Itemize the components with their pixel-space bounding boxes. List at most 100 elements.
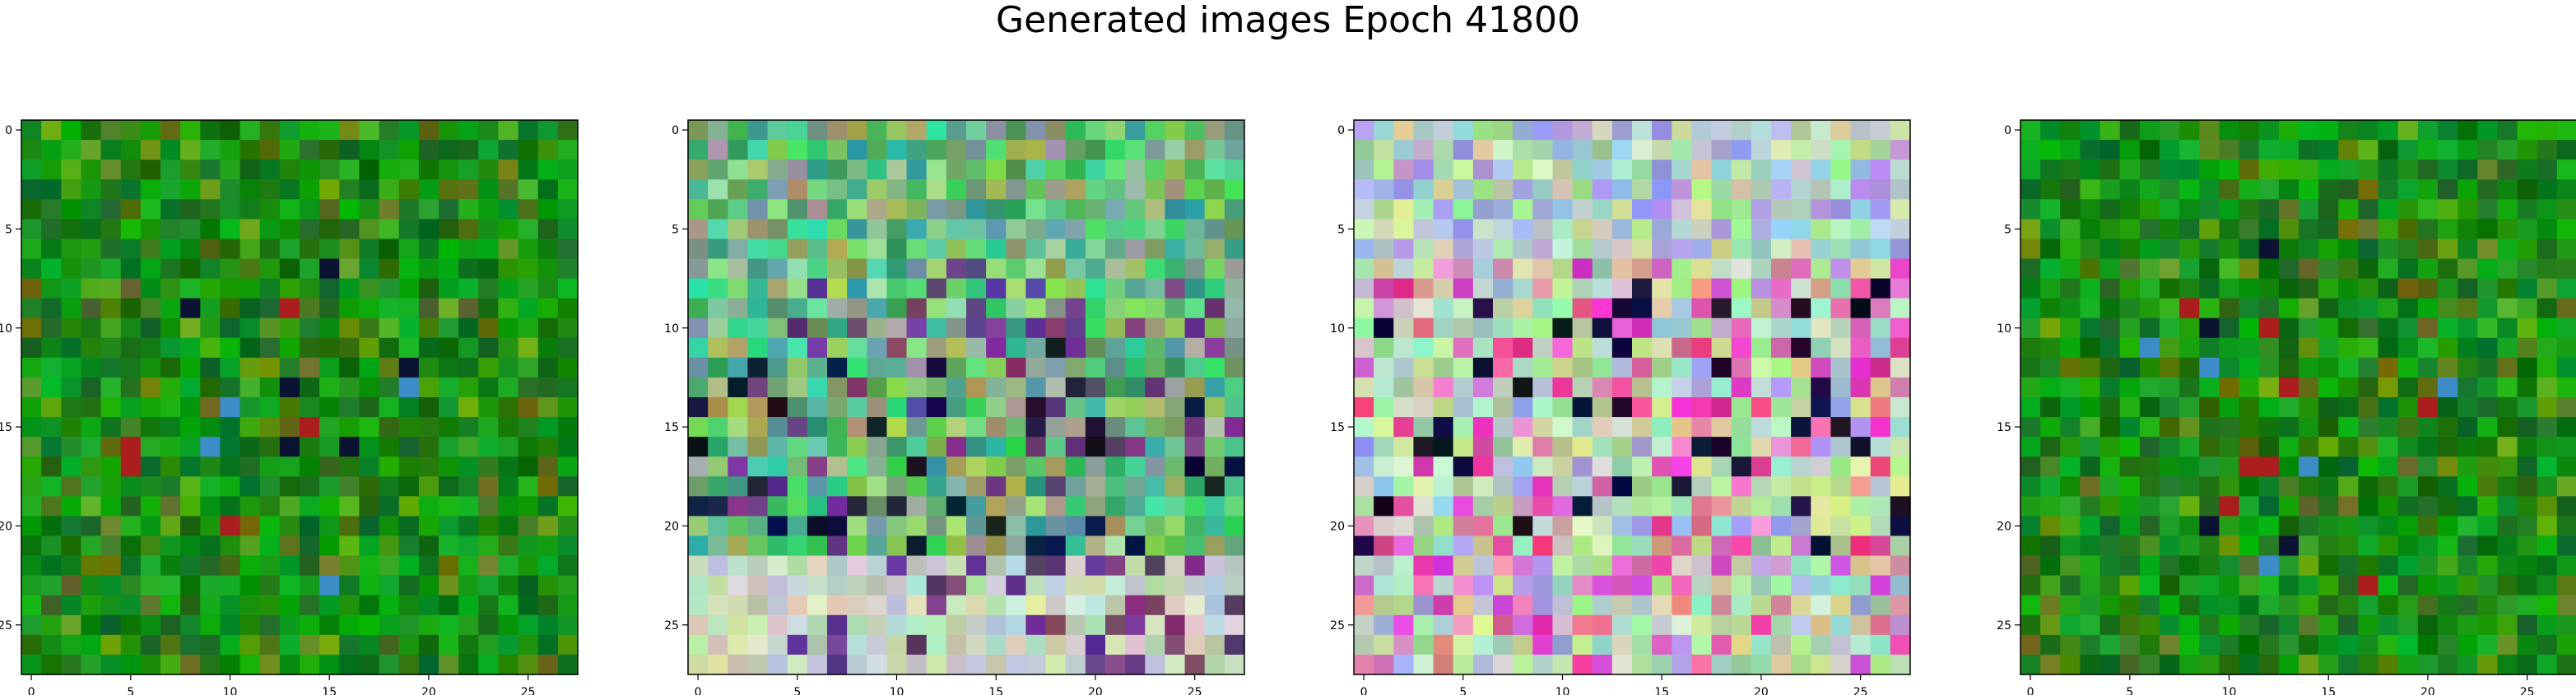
pixel-cell — [41, 160, 62, 180]
pixel-cell — [2060, 140, 2081, 160]
pixel-cell — [439, 575, 459, 596]
pixel-cell — [1453, 535, 1474, 557]
pixel-cell — [1771, 258, 1792, 280]
pixel-cell — [1771, 239, 1792, 260]
pixel-cell — [1552, 476, 1574, 497]
pixel-cell — [279, 476, 300, 497]
pixel-cell — [2397, 337, 2419, 359]
pixel-cell — [120, 456, 142, 477]
pixel-cell — [2517, 535, 2538, 557]
pixel-cell — [1850, 397, 1872, 418]
pixel-cell — [537, 535, 559, 557]
pixel-cell — [1453, 258, 1474, 280]
pixel-cell — [239, 160, 261, 180]
pixel-cell — [200, 357, 221, 378]
pixel-cell — [906, 239, 928, 260]
pixel-cell — [1045, 317, 1067, 339]
pixel-cell — [2517, 496, 2538, 517]
pixel-cell — [61, 535, 82, 557]
pixel-cell — [1890, 179, 1911, 200]
pixel-cell — [2179, 634, 2200, 656]
pixel-cell — [946, 456, 967, 477]
pixel-cell — [21, 317, 42, 339]
pixel-cell — [688, 614, 709, 636]
pixel-cell — [2378, 555, 2399, 577]
pixel-cell — [2239, 179, 2260, 200]
pixel-cell — [2080, 179, 2101, 200]
pixel-cell — [728, 160, 749, 180]
pixel-cell — [1890, 634, 1911, 656]
pixel-cell — [1652, 298, 1672, 319]
pixel-cell — [2060, 377, 2081, 398]
pixel-cell — [259, 575, 281, 596]
pixel-cell — [140, 437, 161, 457]
pixel-cell — [1691, 516, 1713, 537]
pixel-cell — [708, 654, 728, 675]
pixel-cell — [2199, 160, 2220, 180]
pixel-cell — [1890, 496, 1911, 517]
pixel-cell — [2139, 377, 2160, 398]
pixel-cell — [220, 377, 241, 398]
pixel-cell — [926, 654, 947, 675]
pixel-cell — [2517, 614, 2538, 636]
pixel-cell — [926, 417, 947, 438]
pixel-cell — [1065, 278, 1086, 299]
pixel-cell — [886, 140, 908, 160]
pixel-cell — [1184, 219, 1206, 240]
pixel-cell — [2258, 199, 2280, 220]
pixel-cell — [498, 496, 519, 517]
pixel-cell — [2020, 298, 2041, 319]
pixel-cell — [728, 317, 749, 339]
pixel-cell — [180, 654, 201, 675]
pixel-cell — [2318, 377, 2339, 398]
pixel-cell — [2378, 496, 2399, 517]
pixel-cell — [2099, 516, 2121, 537]
pixel-cell — [1711, 634, 1732, 656]
pixel-cell — [1374, 377, 1394, 398]
pixel-cell — [2040, 614, 2061, 636]
pixel-cell — [1890, 357, 1911, 378]
pixel-cell — [359, 614, 380, 636]
pixel-cell — [2080, 377, 2101, 398]
pixel-cell — [1791, 120, 1811, 141]
pixel-cell — [1731, 555, 1752, 577]
pixel-cell — [2040, 357, 2061, 378]
pixel-cell — [537, 397, 559, 418]
pixel-cell — [81, 456, 102, 477]
pixel-cell — [1204, 317, 1225, 339]
pixel-cell — [807, 298, 828, 319]
pixel-cell — [140, 456, 161, 477]
pixel-cell — [418, 317, 439, 339]
pixel-cell — [2219, 140, 2240, 160]
pixel-cell — [2160, 239, 2180, 260]
pixel-cell — [728, 140, 749, 160]
pixel-cell — [1731, 575, 1752, 596]
pixel-cell — [2199, 179, 2220, 200]
pixel-cell — [946, 160, 967, 180]
pixel-cell — [2556, 120, 2576, 141]
pixel-cell — [2299, 199, 2319, 220]
pixel-cell — [688, 239, 709, 260]
pixel-cell — [180, 476, 201, 497]
pixel-cell — [2258, 337, 2280, 359]
pixel-cell — [2397, 140, 2419, 160]
y-tick-label: 0 — [1337, 124, 1345, 137]
pixel-cell — [379, 417, 400, 438]
pixel-cell — [1145, 377, 1166, 398]
pixel-cell — [1691, 555, 1713, 577]
pixel-cell — [498, 476, 519, 497]
pixel-cell — [1890, 377, 1911, 398]
pixel-cell — [2060, 298, 2081, 319]
pixel-cell — [1672, 614, 1693, 636]
pixel-cell — [2040, 496, 2061, 517]
pixel-cell — [140, 417, 161, 438]
pixel-cell — [300, 239, 320, 260]
pixel-cell — [807, 654, 828, 675]
pixel-cell — [2397, 456, 2419, 477]
pixel-cell — [2417, 298, 2439, 319]
pixel-cell — [2099, 357, 2121, 378]
pixel-cell — [747, 298, 769, 319]
pixel-cell — [1224, 654, 1245, 675]
pixel-cell — [259, 535, 281, 557]
pixel-cell — [81, 397, 102, 418]
